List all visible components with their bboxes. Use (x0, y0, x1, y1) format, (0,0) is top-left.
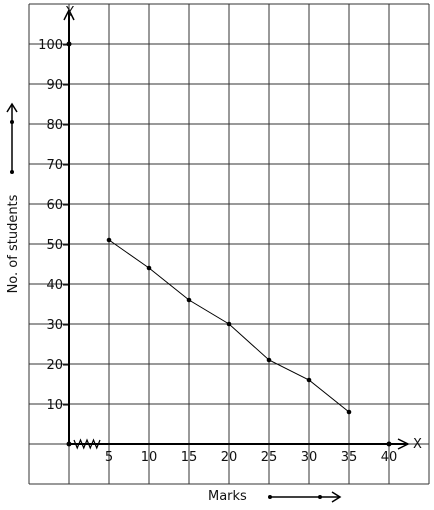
y-max-dot (66, 41, 72, 47)
axes (63, 8, 410, 450)
grid-lines (28, 3, 430, 485)
x-tick-label: 25 (261, 450, 278, 465)
y-tick-label: 90 (46, 78, 63, 93)
data-point (266, 357, 272, 363)
x-max-dot (386, 441, 392, 447)
x-tick-label: 10 (141, 450, 158, 465)
x-tick-label: 35 (341, 450, 358, 465)
data-point (106, 237, 112, 243)
x-axis-arrow (397, 438, 410, 450)
x-axis-letter: X (413, 437, 422, 452)
x-tick-label: 5 (105, 450, 113, 465)
x-axis-title: Marks (208, 489, 247, 504)
x-direction-dot (318, 495, 322, 499)
y-tick-label: 50 (46, 238, 63, 253)
y-tick-label: 30 (46, 318, 63, 333)
y-axis-arrow (63, 8, 75, 21)
data-point (186, 297, 192, 303)
y-tick-label: 20 (46, 358, 63, 373)
y-tick-label: 100 (38, 38, 63, 53)
y-tick-label: 60 (46, 198, 63, 213)
y-axis-title: No. of students (6, 194, 21, 293)
y-axis-letter: Y (65, 5, 74, 20)
data-point (226, 321, 232, 327)
y-direction-dot (10, 120, 14, 124)
axis-decorations (6, 102, 342, 503)
x-direction-dot (268, 495, 272, 499)
tick-labels: 10 20 30 40 50 60 70 80 90 100 5 10 15 20 25 30 35 40 (38, 38, 397, 465)
x-axis-break-zigzag (73, 438, 101, 450)
x-tick-label: 30 (301, 450, 318, 465)
data-series (106, 237, 352, 415)
y-tick-label: 70 (46, 158, 63, 173)
data-point (346, 409, 352, 415)
x-tick-label: 15 (181, 450, 198, 465)
data-point (306, 377, 312, 383)
y-tick-label: 80 (46, 118, 63, 133)
data-point (146, 265, 152, 271)
origin-dot (66, 441, 72, 447)
x-direction-arrow-head (331, 491, 342, 503)
y-direction-dot (10, 170, 14, 174)
y-direction-arrow-head (6, 102, 18, 113)
x-tick-label: 20 (221, 450, 238, 465)
x-tick-label: 40 (381, 450, 398, 465)
y-tick-label: 40 (46, 278, 63, 293)
y-tick-label: 10 (46, 398, 63, 413)
